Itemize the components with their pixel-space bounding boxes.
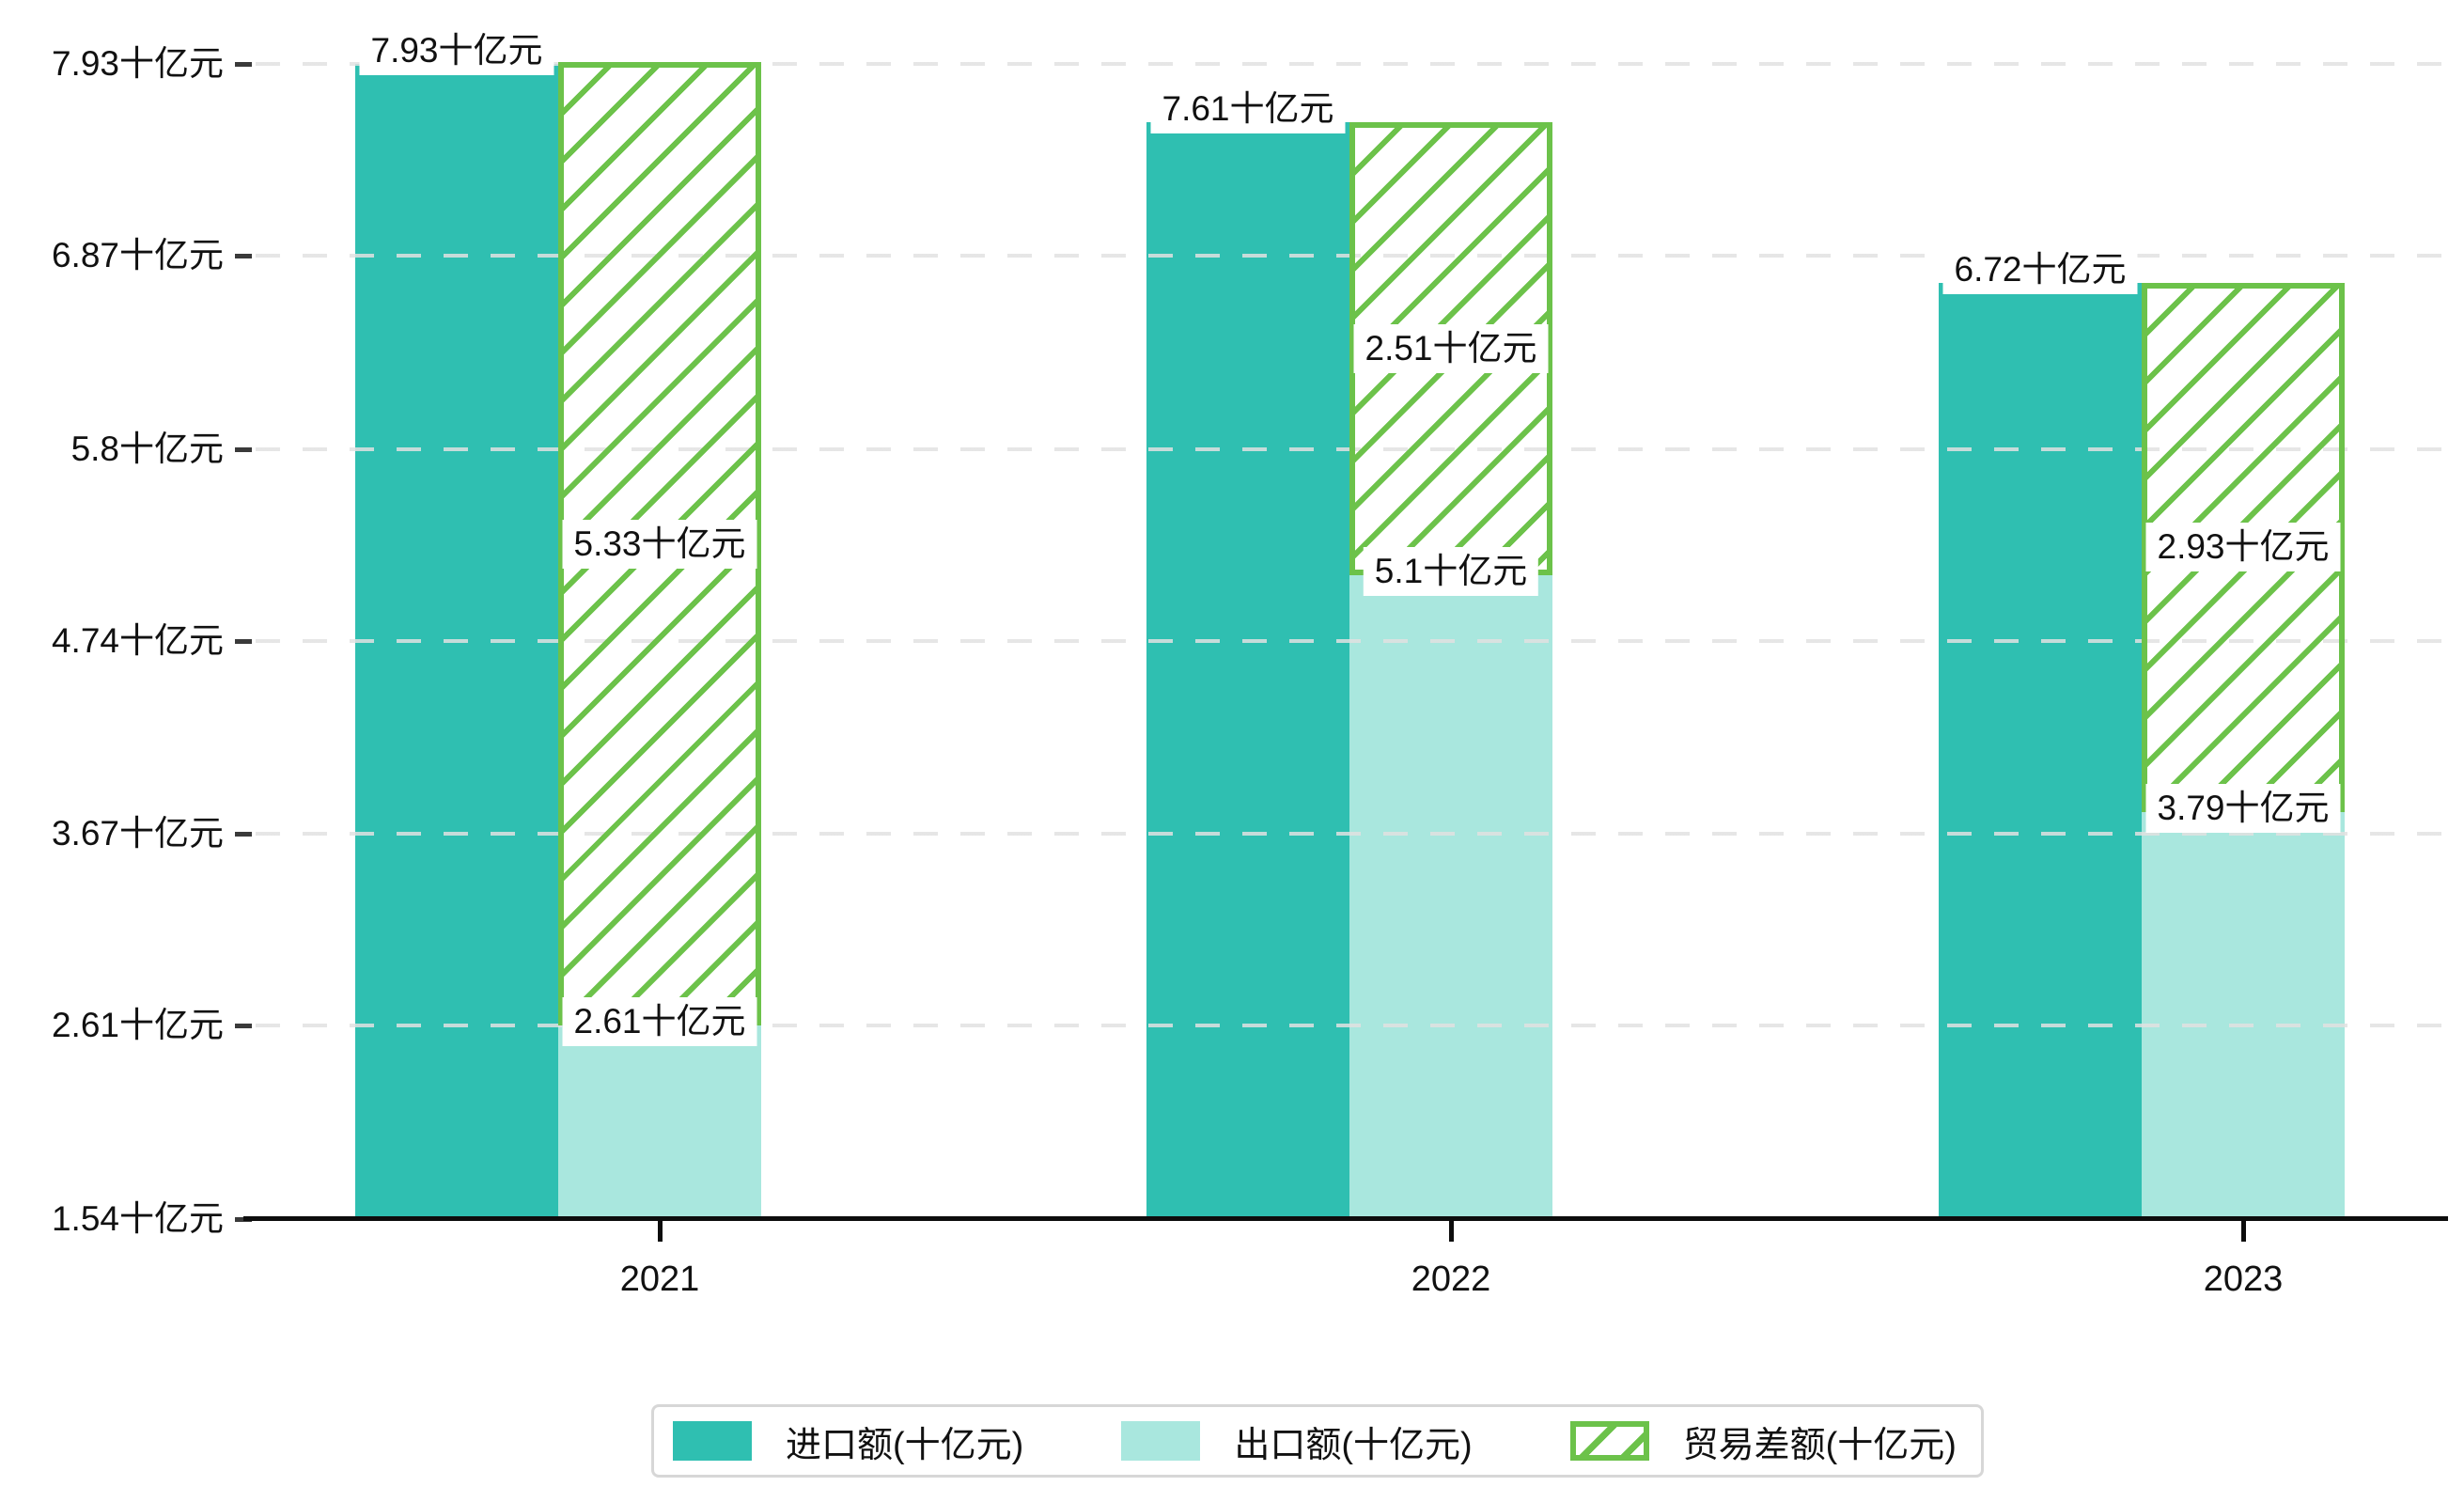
x-axis-tick-label: 2023 [2203,1259,2284,1299]
bar-import-2022 [1146,121,1349,1219]
gridline [256,62,2448,66]
y-axis-tick-label: 5.8十亿元 [70,429,224,468]
legend-swatch-export-icon [1121,1421,1201,1461]
data-label-trade-gap-2021: 5.33十亿元 [562,519,757,569]
y-axis-tick [235,638,252,644]
legend-label-export: 出口额(十亿元) [1234,1425,1473,1465]
legend-item-export: 出口额(十亿元) [1121,1416,1473,1467]
y-axis-tick-label: 6.87十亿元 [51,235,224,274]
legend-swatch-import-icon [673,1421,752,1461]
bar-import-2023 [1939,282,2142,1219]
x-axis-tick-label: 2022 [1411,1259,1491,1299]
data-label-trade-gap-2022: 2.51十亿元 [1353,323,1549,373]
data-label-export-2023: 3.79十亿元 [2145,784,2341,834]
data-label-import-2023: 6.72十亿元 [1942,244,2138,294]
y-axis-tick [235,253,252,258]
y-axis-tick-label: 4.74十亿元 [51,620,224,660]
legend-item-import: 进口额(十亿元) [673,1416,1023,1467]
y-axis-tick-label: 1.54十亿元 [51,1199,224,1238]
y-axis-tick-label: 2.61十亿元 [51,1006,224,1045]
gridline [256,1024,2448,1028]
legend-label-import: 进口额(十亿元) [786,1425,1024,1465]
gridline [256,638,2448,643]
y-axis-tick-label: 3.67十亿元 [51,814,224,853]
data-label-import-2021: 7.93十亿元 [359,26,554,75]
data-label-import-2022: 7.61十亿元 [1150,84,1346,133]
data-label-export-2022: 5.1十亿元 [1363,547,1539,597]
bar-export-2021 [558,1025,761,1219]
legend-swatch-trade-gap-icon [1569,1421,1649,1461]
y-axis-tick [235,62,252,67]
y-axis-tick [235,1024,252,1029]
x-axis-tick [1449,1219,1454,1242]
legend-item-trade-gap: 贸易差额(十亿元) [1569,1416,1957,1467]
legend-label-trade-gap: 贸易差额(十亿元) [1682,1425,1957,1465]
gridline [256,832,2448,837]
bar-export-2022 [1349,575,1552,1219]
data-label-export-2021: 2.61十亿元 [562,997,757,1047]
y-axis-tick [235,446,252,452]
x-axis-tick [658,1219,663,1242]
x-axis-tick-label: 2021 [619,1259,700,1299]
bar-export-2023 [2142,812,2345,1219]
data-label-trade-gap-2023: 2.93十亿元 [2145,523,2341,572]
x-axis-tick [2241,1219,2246,1242]
x-axis-line [243,1216,2448,1221]
y-axis-tick-label: 7.93十亿元 [51,44,224,83]
legend: 进口额(十亿元) 出口额(十亿元) 贸易差额(十亿元) [651,1404,1984,1478]
y-axis-tick [235,832,252,837]
